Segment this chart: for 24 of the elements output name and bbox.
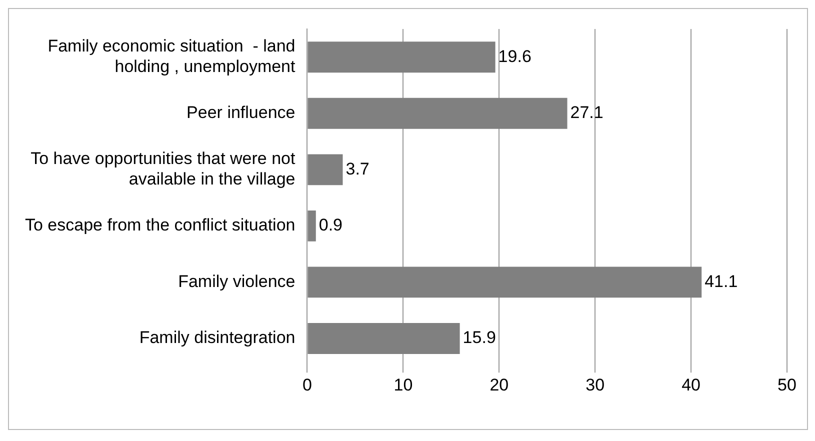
data-label: 0.9	[318, 216, 343, 235]
y-tick-label: Family disintegration	[139, 328, 296, 348]
bar	[308, 98, 568, 129]
y-tick-label: Peer influence	[186, 103, 296, 122]
y-tick-label: Family economic situation - land holding , unemployment	[48, 36, 296, 76]
x-tick-label: 10	[394, 375, 413, 394]
data-label: 15.9	[462, 328, 496, 348]
y-tick-label: Family violence	[178, 272, 296, 291]
bar	[308, 154, 343, 186]
x-tick-label: 40	[682, 375, 701, 394]
data-label: 27.1	[570, 103, 604, 122]
data-label: 19.6	[498, 46, 532, 66]
bar	[308, 322, 460, 354]
data-label: 41.1	[704, 272, 738, 291]
bar	[308, 210, 316, 242]
bar	[308, 42, 496, 73]
bar	[308, 266, 702, 298]
x-tick-label: 0	[302, 375, 312, 394]
x-tick-label: 30	[586, 375, 605, 394]
x-tick-label: 50	[778, 375, 796, 394]
data-label: 3.7	[346, 159, 370, 178]
y-tick-label: To escape from the conflict situation	[25, 216, 296, 235]
y-tick-label: To have opportunities that were not available in the village	[30, 149, 296, 189]
x-tick-label: 20	[490, 375, 509, 394]
